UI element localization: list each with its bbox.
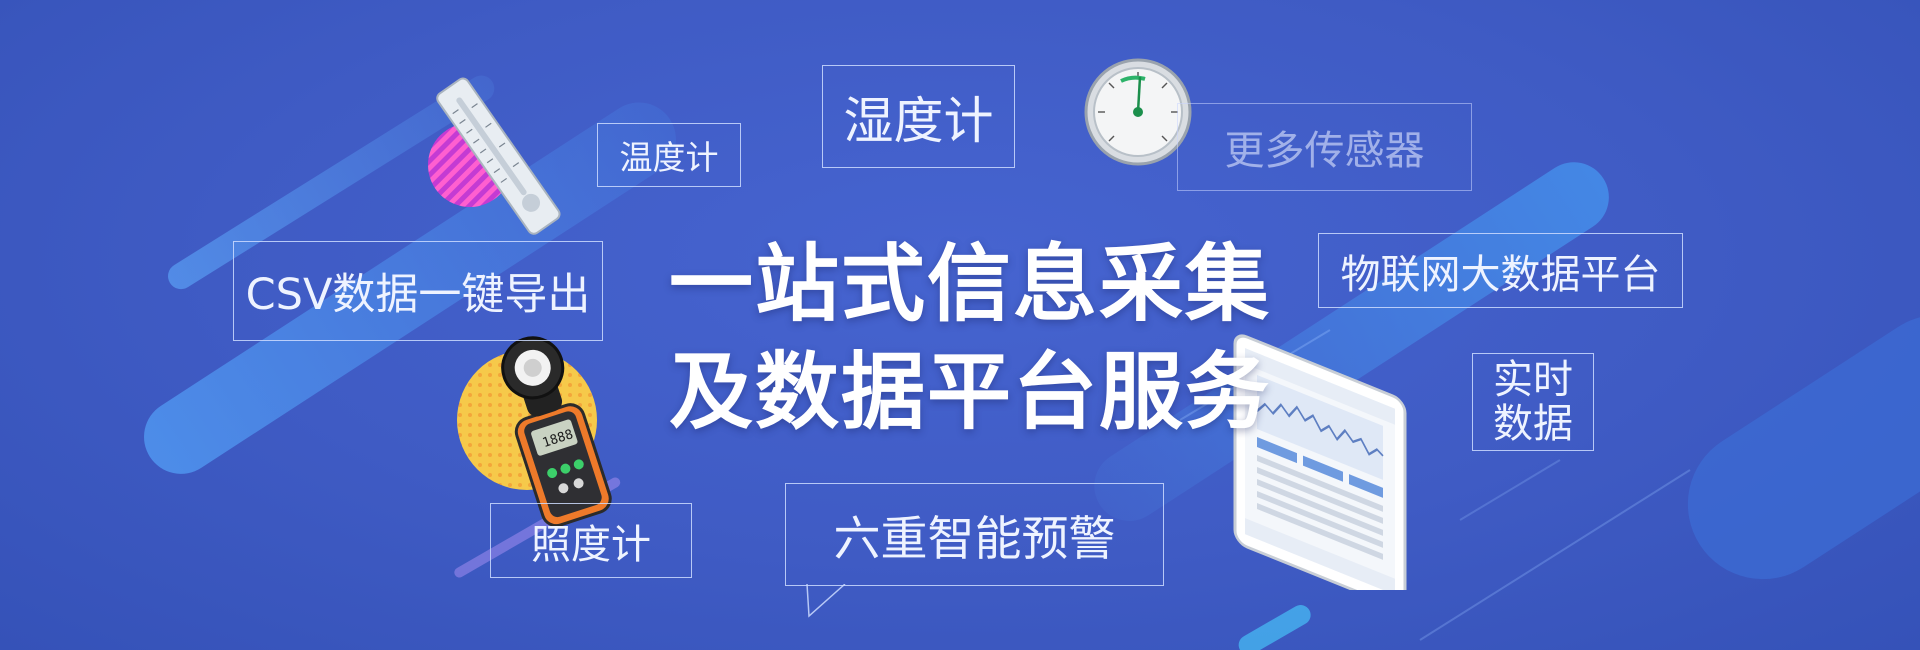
hygrometer-label: 湿度计 bbox=[822, 65, 1015, 168]
realtime-data-label: 实时 数据 bbox=[1472, 353, 1594, 451]
alerts-label: 六重智能预警 bbox=[785, 483, 1164, 586]
thermometer-label: 温度计 bbox=[597, 123, 741, 187]
lux-meter-label-text: 照度计 bbox=[531, 521, 651, 568]
iot-platform-label: 物联网大数据平台 bbox=[1318, 233, 1683, 308]
headline: 一站式信息采集 及数据平台服务 bbox=[640, 230, 1300, 446]
realtime-data-label-line1: 实时 bbox=[1493, 357, 1573, 403]
thermometer-icon bbox=[428, 77, 561, 235]
tablet-dashboard-icon bbox=[1233, 334, 1407, 590]
alerts-label-text: 六重智能预警 bbox=[833, 512, 1116, 567]
alerts-bubble-tail bbox=[806, 584, 846, 618]
realtime-data-label-line2: 数据 bbox=[1493, 401, 1573, 447]
lux-meter-icon: 1888 bbox=[457, 336, 612, 528]
more-sensors-label-text: 更多传感器 bbox=[1224, 128, 1425, 174]
hygrometer-gauge-icon bbox=[1084, 58, 1192, 166]
lux-meter-label: 照度计 bbox=[490, 503, 692, 578]
more-sensors-label: 更多传感器 bbox=[1177, 103, 1472, 191]
csv-export-label-text: CSV数据一键导出 bbox=[245, 270, 591, 320]
headline-line1: 一站式信息采集 bbox=[668, 235, 1271, 333]
headline-line2: 及数据平台服务 bbox=[668, 343, 1271, 441]
csv-export-label: CSV数据一键导出 bbox=[233, 241, 603, 341]
hygrometer-label-text: 湿度计 bbox=[843, 91, 994, 150]
thermometer-label-text: 温度计 bbox=[619, 138, 719, 177]
iot-platform-label-text: 物联网大数据平台 bbox=[1340, 251, 1661, 298]
